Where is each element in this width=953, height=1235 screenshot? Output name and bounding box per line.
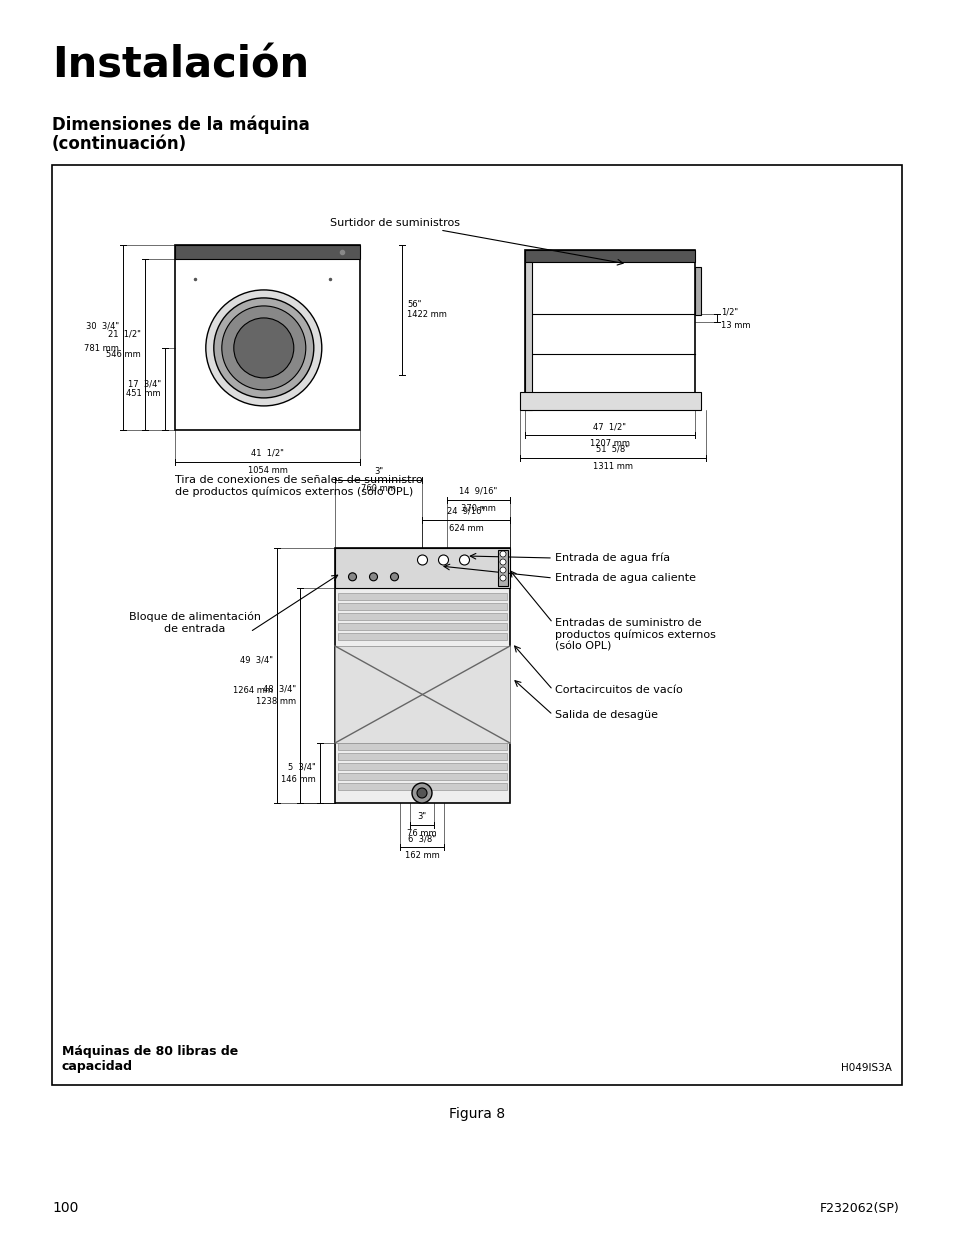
Circle shape <box>499 559 505 564</box>
Bar <box>174 245 359 259</box>
Text: Instalación: Instalación <box>52 44 309 86</box>
Text: 451 mm: 451 mm <box>126 389 161 399</box>
Circle shape <box>438 555 448 564</box>
Text: 5  3/4": 5 3/4" <box>288 762 315 772</box>
Bar <box>335 646 510 743</box>
Text: Entradas de suministro de
productos químicos externos
(sólo OPL): Entradas de suministro de productos quím… <box>555 618 715 652</box>
Circle shape <box>459 555 469 564</box>
Bar <box>52 165 901 1086</box>
Text: Figura 8: Figura 8 <box>449 1107 504 1121</box>
Text: 1207 mm: 1207 mm <box>589 438 629 448</box>
Text: 1422 mm: 1422 mm <box>407 310 446 320</box>
Bar <box>497 550 507 585</box>
Bar <box>337 783 506 790</box>
Text: 76 mm: 76 mm <box>407 829 436 839</box>
Circle shape <box>369 573 377 580</box>
Text: 47  1/2": 47 1/2" <box>593 422 626 431</box>
Bar <box>337 603 506 610</box>
Bar <box>524 249 695 410</box>
Text: 24  9/16": 24 9/16" <box>446 508 485 516</box>
Text: Tira de conexiones de señales de suministro
de productos químicos externos (sólo: Tira de conexiones de señales de suminis… <box>174 475 422 498</box>
Text: 370 mm: 370 mm <box>460 504 496 513</box>
Bar <box>337 593 506 600</box>
Bar <box>337 634 506 640</box>
Text: (continuación): (continuación) <box>52 135 187 153</box>
Text: 49  3/4": 49 3/4" <box>240 656 273 664</box>
Text: 21  1/2": 21 1/2" <box>108 330 141 338</box>
Text: 760 mm: 760 mm <box>360 484 395 493</box>
Text: 14  9/16": 14 9/16" <box>459 487 497 496</box>
Circle shape <box>206 290 321 406</box>
Circle shape <box>348 573 356 580</box>
Bar <box>337 613 506 620</box>
Bar <box>174 245 359 430</box>
Text: 41  1/2": 41 1/2" <box>251 450 284 458</box>
Text: 51  5/8": 51 5/8" <box>596 445 629 454</box>
Circle shape <box>233 317 294 378</box>
Text: 1264 mm: 1264 mm <box>233 687 273 695</box>
Text: Dimensiones de la máquina: Dimensiones de la máquina <box>52 115 310 133</box>
Bar <box>524 262 532 410</box>
Text: Entrada de agua fría: Entrada de agua fría <box>555 553 669 563</box>
Bar <box>524 249 695 262</box>
Circle shape <box>417 555 427 564</box>
Text: H049IS3A: H049IS3A <box>841 1063 891 1073</box>
Text: 1238 mm: 1238 mm <box>255 697 295 706</box>
Text: Máquinas de 80 libras de
capacidad: Máquinas de 80 libras de capacidad <box>62 1045 238 1073</box>
Text: Cortacircuitos de vacío: Cortacircuitos de vacío <box>555 685 682 695</box>
Text: 3": 3" <box>417 811 426 821</box>
Circle shape <box>213 298 314 398</box>
Bar <box>337 773 506 781</box>
Circle shape <box>412 783 432 803</box>
Text: 1/2": 1/2" <box>720 308 738 316</box>
Circle shape <box>416 788 427 798</box>
Circle shape <box>499 567 505 573</box>
Text: 146 mm: 146 mm <box>281 774 315 783</box>
Text: 6  3/8": 6 3/8" <box>408 834 436 844</box>
Text: 546 mm: 546 mm <box>106 351 141 359</box>
Circle shape <box>390 573 398 580</box>
Text: 624 mm: 624 mm <box>448 524 483 534</box>
Bar <box>337 743 506 750</box>
Text: Bloque de alimentación
de entrada: Bloque de alimentación de entrada <box>129 613 261 634</box>
Text: 17  3/4": 17 3/4" <box>128 379 161 389</box>
Text: 48  3/4": 48 3/4" <box>263 685 295 694</box>
Bar <box>337 763 506 769</box>
Text: 781 mm: 781 mm <box>84 345 119 353</box>
Bar <box>337 753 506 760</box>
Bar <box>337 622 506 630</box>
Bar <box>519 391 700 410</box>
Text: 30  3/4": 30 3/4" <box>86 322 119 331</box>
Bar <box>335 548 510 803</box>
Circle shape <box>221 306 306 390</box>
Bar <box>695 267 700 315</box>
Text: 1311 mm: 1311 mm <box>593 462 633 471</box>
Circle shape <box>499 551 505 557</box>
Text: F232062(SP): F232062(SP) <box>820 1202 899 1215</box>
Text: Surtidor de suministros: Surtidor de suministros <box>330 219 459 228</box>
Text: 3": 3" <box>374 467 383 475</box>
Text: 13 mm: 13 mm <box>720 321 750 331</box>
Bar <box>335 548 510 588</box>
Text: 100: 100 <box>52 1200 78 1215</box>
Text: Entrada de agua caliente: Entrada de agua caliente <box>555 573 696 583</box>
Text: 162 mm: 162 mm <box>404 851 439 860</box>
Text: Salida de desagüe: Salida de desagüe <box>555 710 658 720</box>
Circle shape <box>499 576 505 580</box>
Text: 56": 56" <box>407 300 421 309</box>
Text: 1054 mm: 1054 mm <box>247 466 287 475</box>
